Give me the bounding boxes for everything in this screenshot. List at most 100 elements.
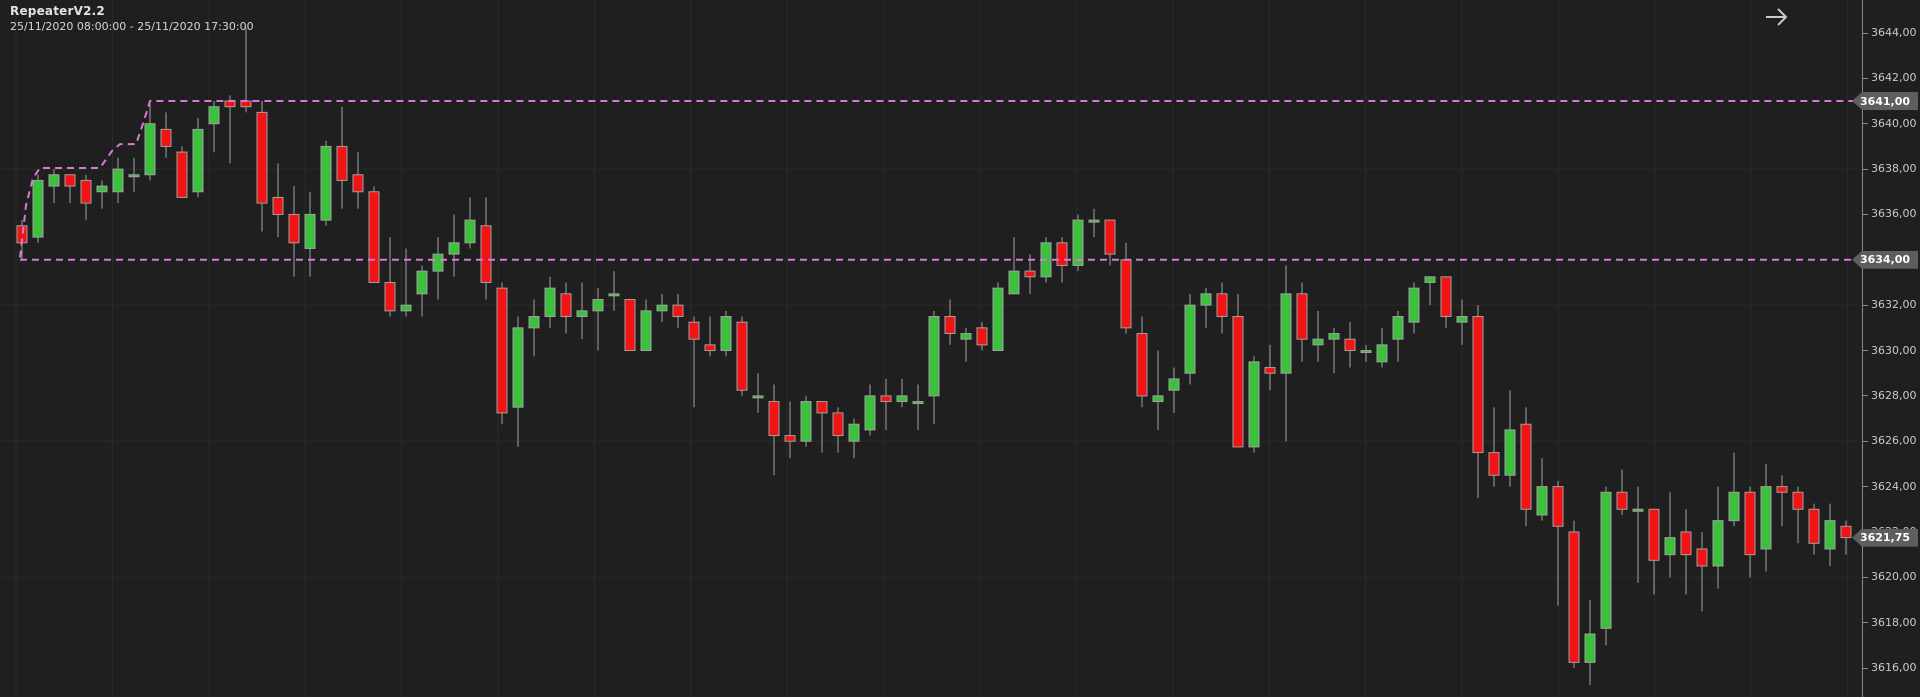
candle-up [1632, 508, 1644, 512]
price-tick [1862, 123, 1868, 125]
candle-down [368, 191, 380, 283]
candle-down [1568, 531, 1580, 663]
candle-up [1504, 429, 1516, 476]
candle-down [64, 174, 76, 187]
price-axis[interactable]: 3644,00 3642,00 3640,00 3638,00 3636,00 3634,… [1852, 0, 1920, 697]
right-arrow-icon [1766, 8, 1788, 26]
candle-up [448, 242, 460, 255]
candle-up [544, 287, 556, 317]
candle-up [464, 219, 476, 244]
candle-up [192, 128, 204, 193]
candle-up [1728, 491, 1740, 522]
price-tick-label: 3636,00 [1871, 207, 1917, 221]
candle-down [272, 196, 284, 215]
price-tick-label: 3642,00 [1871, 71, 1917, 85]
price-tick [1862, 168, 1868, 170]
candle-up [896, 395, 908, 403]
candle-up [752, 395, 764, 399]
candle-down [1792, 491, 1804, 510]
price-tick-label: 3626,00 [1871, 434, 1917, 448]
candle-down [1520, 423, 1532, 510]
candle-up [576, 310, 588, 317]
price-tick [1862, 622, 1868, 624]
candle-down [1056, 242, 1068, 266]
candle-up [992, 287, 1004, 352]
candle-down [256, 111, 268, 204]
lower-level-price: 3634,00 [1859, 253, 1911, 267]
price-tick-label: 3618,00 [1871, 615, 1917, 629]
lower-level-price-tag: 3634,00 [1852, 250, 1918, 269]
chart-date-range: 25/11/2020 08:00:00 - 25/11/2020 17:30:0… [10, 20, 254, 33]
indicator-title: RepeaterV2.2 [10, 4, 105, 18]
candle-down [736, 321, 748, 391]
candlestick-chart[interactable] [0, 0, 1858, 697]
candle-down [784, 435, 796, 442]
price-tick [1862, 77, 1868, 79]
candle-up [848, 423, 860, 442]
candle-up [640, 310, 652, 352]
price-tick [1862, 395, 1868, 397]
candle-up [400, 304, 412, 312]
candle-down [1616, 491, 1628, 510]
candle-up [320, 145, 332, 221]
price-tick [1862, 667, 1868, 669]
candle-up [32, 179, 44, 238]
candle-up [864, 395, 876, 431]
candle-down [1776, 486, 1788, 493]
candle-down [624, 298, 636, 352]
candle-down [1136, 333, 1148, 397]
candle-up [1200, 293, 1212, 306]
candle-up [512, 327, 524, 408]
candle-up [912, 401, 924, 405]
candle-up [416, 270, 428, 295]
candle-down [1232, 316, 1244, 448]
candle-up [432, 253, 444, 272]
upper-level-price: 3641,00 [1859, 94, 1911, 108]
candle-down [944, 316, 956, 335]
candle-up [960, 333, 972, 340]
price-tick [1862, 440, 1868, 442]
candle-up [656, 304, 668, 312]
candle-down [1808, 508, 1820, 544]
chart-canvas[interactable]: RepeaterV2.2 25/11/2020 08:00:00 - 25/11… [0, 0, 1858, 697]
candle-down [1440, 276, 1452, 317]
last-price-tag: 3621,75 [1852, 528, 1918, 547]
candle-down [1552, 486, 1564, 527]
price-tick [1862, 304, 1868, 306]
candle-up [1424, 276, 1436, 283]
candle-up [1456, 316, 1468, 323]
candle-down [1296, 293, 1308, 340]
price-tick [1862, 576, 1868, 578]
price-tick-label: 3632,00 [1871, 298, 1917, 312]
price-tick-label: 3628,00 [1871, 388, 1917, 402]
price-tick-label: 3638,00 [1871, 162, 1917, 176]
candle-up [608, 293, 620, 297]
candle-down [560, 293, 572, 318]
price-tick [1862, 32, 1868, 34]
candle-down [976, 327, 988, 346]
upper-band-dashed-line [19, 100, 1853, 258]
candle-down [80, 179, 92, 204]
candle-down [1024, 270, 1036, 278]
candle-up [1360, 350, 1372, 354]
candle-down [1680, 531, 1692, 556]
last-price: 3621,75 [1859, 531, 1911, 545]
price-axis-line [1862, 0, 1863, 697]
candle-down [384, 281, 396, 312]
price-tick [1862, 350, 1868, 352]
candle-down [336, 145, 348, 181]
candle-up [144, 123, 156, 176]
scroll-to-latest-button[interactable] [1762, 4, 1792, 30]
candle-down [1488, 452, 1500, 476]
price-tick-label: 3644,00 [1871, 26, 1917, 39]
candle-down [288, 213, 300, 244]
candle-down [768, 401, 780, 437]
candle-up [1072, 219, 1084, 266]
price-tick-label: 3640,00 [1871, 116, 1917, 130]
candle-up [48, 174, 60, 187]
candle-down [1216, 293, 1228, 318]
candle-up [208, 106, 220, 125]
price-tick-label: 3620,00 [1871, 570, 1917, 584]
candle-up [1600, 491, 1612, 629]
candle-down [688, 321, 700, 340]
